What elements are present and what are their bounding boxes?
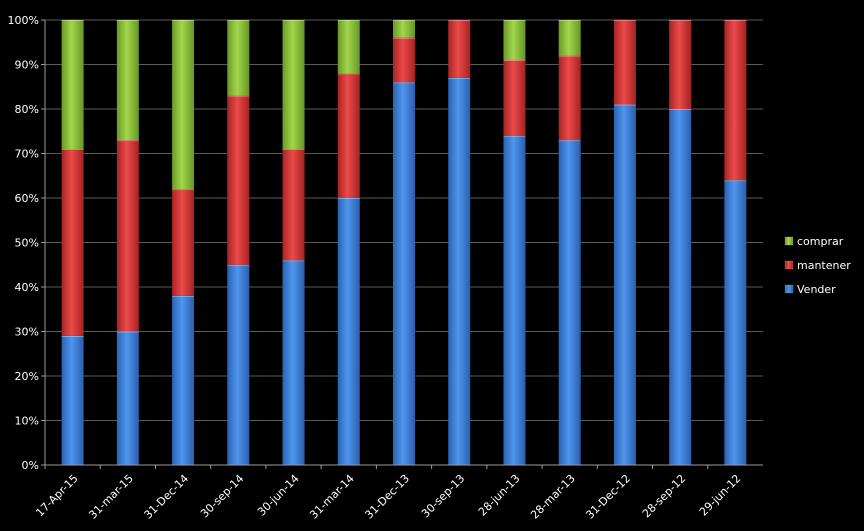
legend-label-mantener: mantener <box>797 259 851 272</box>
x-tick-label: 30-jun-14 <box>255 472 302 519</box>
bar-comprar-1 <box>116 20 139 141</box>
y-tick-label: 40% <box>15 281 39 294</box>
bar-comprar-5 <box>337 20 360 74</box>
bar-vender-7 <box>448 77 471 465</box>
x-tick-label: 28-jun-13 <box>476 472 523 519</box>
y-tick-label: 0% <box>22 459 39 472</box>
bar-mantener-8 <box>503 60 526 136</box>
y-tick-label: 20% <box>15 370 39 383</box>
bar-mantener-0 <box>61 149 84 336</box>
bar-vender-10 <box>613 104 636 466</box>
y-tick-label: 30% <box>15 326 39 339</box>
x-tick-label: 31-mar-14 <box>307 472 357 522</box>
bar-mantener-5 <box>337 73 360 198</box>
bar-comprar-0 <box>61 20 84 150</box>
y-tick-label: 90% <box>15 59 39 72</box>
bar-mantener-11 <box>669 20 692 109</box>
y-tick-label: 10% <box>15 415 39 428</box>
x-axis-ticks: 17-Apr-15 31-mar-15 31-Dec-14 30-sep-14 30-j… <box>33 465 744 522</box>
x-tick-label: 31-Dec-12 <box>583 472 633 522</box>
bar-mantener-2 <box>172 189 195 296</box>
x-tick-label: 17-Apr-15 <box>33 472 80 519</box>
legend-swatch-comprar <box>784 236 794 246</box>
bar-mantener-12 <box>724 20 747 181</box>
bar-mantener-7 <box>448 20 471 78</box>
x-tick-label: 29-jun-12 <box>697 472 744 519</box>
y-tick-label: 70% <box>15 148 39 161</box>
x-tick-label: 28-sep-12 <box>640 472 688 520</box>
bar-vender-9 <box>558 140 581 465</box>
x-tick-label: 28-mar-13 <box>528 472 578 522</box>
x-tick-label: 30-sep-14 <box>198 472 246 520</box>
bar-comprar-8 <box>503 20 526 61</box>
legend-label-vender: Vender <box>797 283 836 296</box>
y-tick-label: 50% <box>15 237 39 250</box>
y-tick-label: 80% <box>15 103 39 116</box>
y-tick-label: 100% <box>8 14 39 27</box>
legend-swatch-vender <box>784 284 794 294</box>
x-tick-label: 31-Dec-14 <box>142 472 192 522</box>
bars <box>61 20 747 466</box>
bar-vender-3 <box>227 264 250 465</box>
bar-mantener-10 <box>613 20 636 105</box>
bar-vender-8 <box>503 135 526 465</box>
y-axis-ticks: 0% 10% 20% 30% 40% 50% 60% 70% 80% 90% 100% <box>8 14 45 472</box>
bar-mantener-6 <box>393 37 415 83</box>
bar-mantener-3 <box>227 95 250 265</box>
bar-vender-4 <box>282 260 305 465</box>
bar-vender-5 <box>337 198 360 465</box>
x-tick-label: 31-mar-15 <box>86 472 136 522</box>
legend: comprar mantener Vender <box>784 235 851 296</box>
legend-label-comprar: comprar <box>797 235 844 248</box>
bar-vender-11 <box>669 109 692 465</box>
bar-vender-0 <box>61 335 84 465</box>
bar-vender-6 <box>393 82 415 466</box>
y-tick-label: 60% <box>15 192 39 205</box>
x-tick-label: 31-Dec-13 <box>362 472 412 522</box>
bar-vender-2 <box>172 295 195 465</box>
bar-mantener-1 <box>116 140 139 332</box>
bar-comprar-3 <box>227 20 250 96</box>
bar-comprar-4 <box>282 20 305 150</box>
bar-comprar-6 <box>393 20 415 38</box>
bar-mantener-4 <box>282 149 305 261</box>
x-tick-label: 30-sep-13 <box>419 472 467 520</box>
legend-swatch-mantener <box>784 260 794 270</box>
bar-mantener-9 <box>558 55 581 141</box>
bar-vender-12 <box>724 180 747 465</box>
bar-vender-1 <box>116 331 139 465</box>
bar-comprar-9 <box>558 20 581 56</box>
bar-comprar-2 <box>172 20 195 190</box>
